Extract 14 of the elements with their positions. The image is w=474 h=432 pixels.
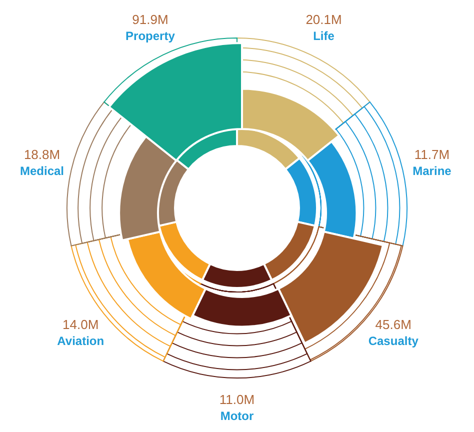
data-label: 11.7M — [413, 147, 451, 164]
data-label: 18.8M — [22, 147, 62, 164]
category-label: Property — [124, 28, 176, 44]
category-label: Medical — [19, 163, 66, 180]
data-label: 14.0M — [62, 316, 100, 333]
data-label: 91.9M — [131, 12, 170, 28]
category-label: Life — [312, 28, 336, 44]
category-label: Motor — [219, 408, 255, 424]
data-label: 45.6M — [374, 316, 412, 333]
data-label: 20.1M — [304, 12, 343, 28]
category-label: Casualty — [367, 332, 420, 349]
category-label: Aviation — [56, 332, 106, 349]
data-label: 11.0M — [218, 392, 256, 408]
category-label: Marine — [412, 163, 452, 180]
